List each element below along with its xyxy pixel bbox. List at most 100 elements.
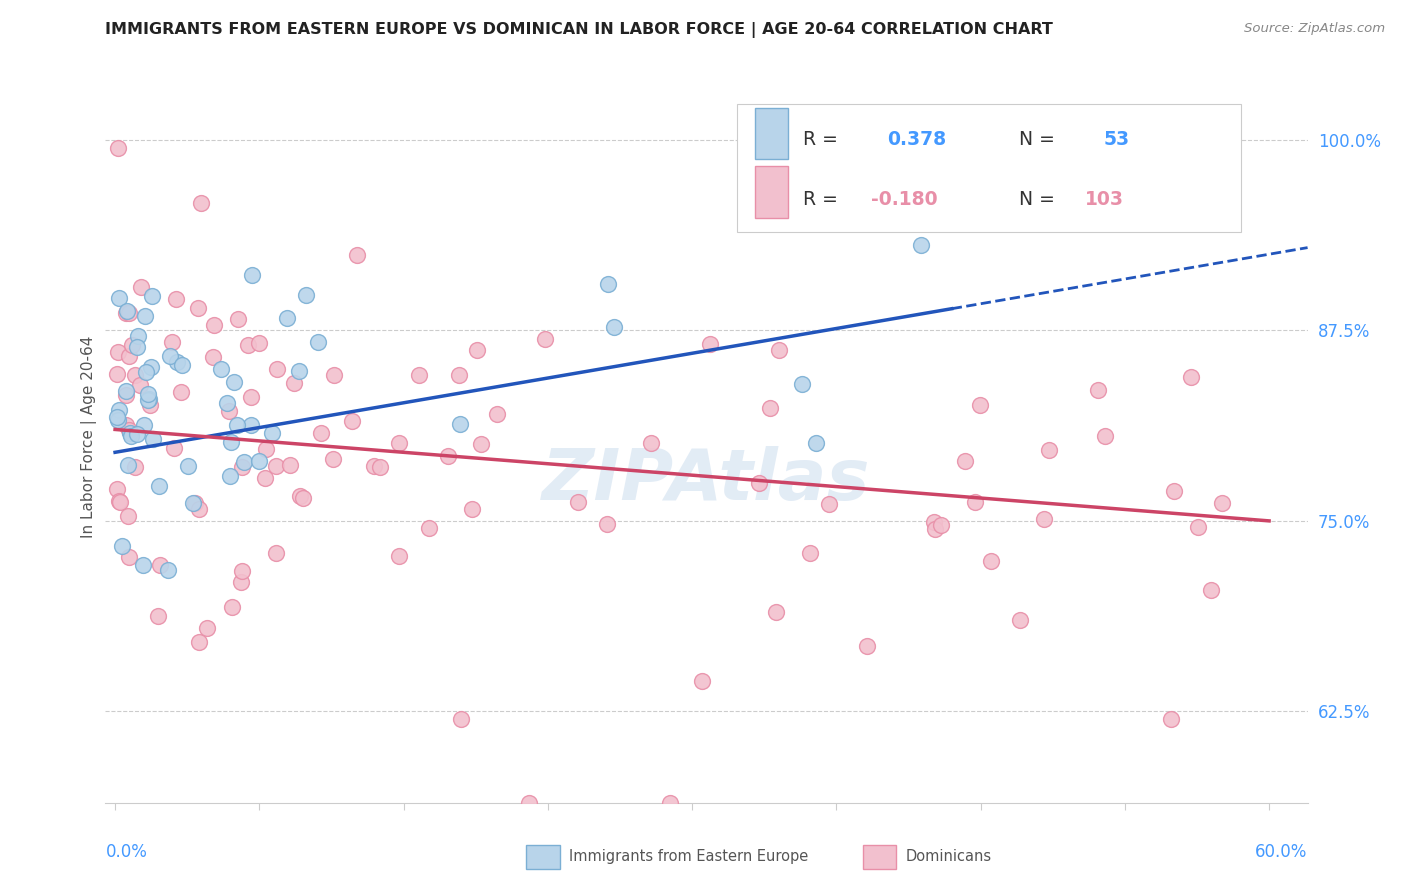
FancyBboxPatch shape [755,108,789,159]
Text: 60.0%: 60.0% [1256,843,1308,861]
Point [225,418,247,433]
Point [699,336,721,351]
Point [247,336,270,351]
Point [219,468,242,483]
Point [105,409,128,424]
Point [222,376,245,390]
Point [132,418,155,433]
Point [1163,483,1185,498]
Point [799,546,821,560]
Point [436,449,458,463]
Point [226,312,249,326]
Point [132,558,155,572]
Point [188,635,211,649]
Point [125,426,148,441]
Point [139,360,162,375]
Point [806,436,828,450]
Point [322,451,344,466]
Point [118,349,141,363]
Point [118,306,141,320]
Point [217,396,239,410]
Point [190,196,212,211]
Point [363,458,385,473]
Point [202,318,225,332]
Text: Source: ZipAtlas.com: Source: ZipAtlas.com [1244,22,1385,36]
Point [1199,582,1222,597]
Point [170,385,193,400]
Point [149,558,172,572]
Point [596,517,619,532]
Point [141,289,163,303]
FancyBboxPatch shape [863,846,897,869]
Point [1094,429,1116,443]
Point [136,386,159,401]
Point [1038,443,1060,458]
Point [232,455,254,469]
Point [135,365,157,379]
Point [146,609,169,624]
Point [388,436,411,450]
Point [231,574,253,589]
Point [447,368,470,383]
FancyBboxPatch shape [526,846,560,869]
Point [461,501,484,516]
Point [818,497,841,511]
Text: 103: 103 [1085,190,1125,209]
Point [288,489,311,503]
Point [596,277,619,291]
Point [1010,613,1032,627]
Text: 0.0%: 0.0% [105,843,148,861]
Point [287,364,309,378]
Point [969,398,991,412]
Point [170,358,193,372]
Point [115,306,138,320]
Point [276,311,298,326]
FancyBboxPatch shape [737,104,1241,232]
Point [165,293,187,307]
Text: N =: N = [1019,190,1054,209]
Point [486,407,509,421]
Text: Immigrants from Eastern Europe: Immigrants from Eastern Europe [569,849,808,864]
Point [240,418,263,433]
Point [115,384,138,399]
Point [115,303,138,318]
Point [120,429,142,443]
FancyBboxPatch shape [755,167,789,218]
Point [107,140,129,154]
Point [148,479,170,493]
Point [114,387,136,401]
Point [910,238,932,252]
Point [953,454,976,468]
Point [209,362,232,376]
Point [107,494,129,508]
Point [855,640,877,654]
Point [449,417,471,432]
Point [658,796,681,810]
Point [128,377,150,392]
Point [138,392,160,406]
Point [107,402,129,417]
Point [342,414,364,428]
Point [980,553,1002,567]
Point [247,454,270,468]
Point [963,495,986,509]
Point [1087,383,1109,397]
Point [322,368,344,382]
Point [159,349,181,363]
Point [388,549,411,564]
Point [748,475,770,490]
Point [107,345,129,359]
Point [231,459,253,474]
Text: Dominicans: Dominicans [905,849,993,864]
Text: ZIPAtlas: ZIPAtlas [543,447,870,516]
Point [107,413,129,427]
Point [254,442,277,456]
Point [278,458,301,473]
Point [201,350,224,364]
Point [309,425,332,440]
Text: N =: N = [1019,130,1054,149]
Point [221,599,243,614]
Point [1187,520,1209,534]
Point [765,605,787,619]
Text: 53: 53 [1104,130,1129,149]
